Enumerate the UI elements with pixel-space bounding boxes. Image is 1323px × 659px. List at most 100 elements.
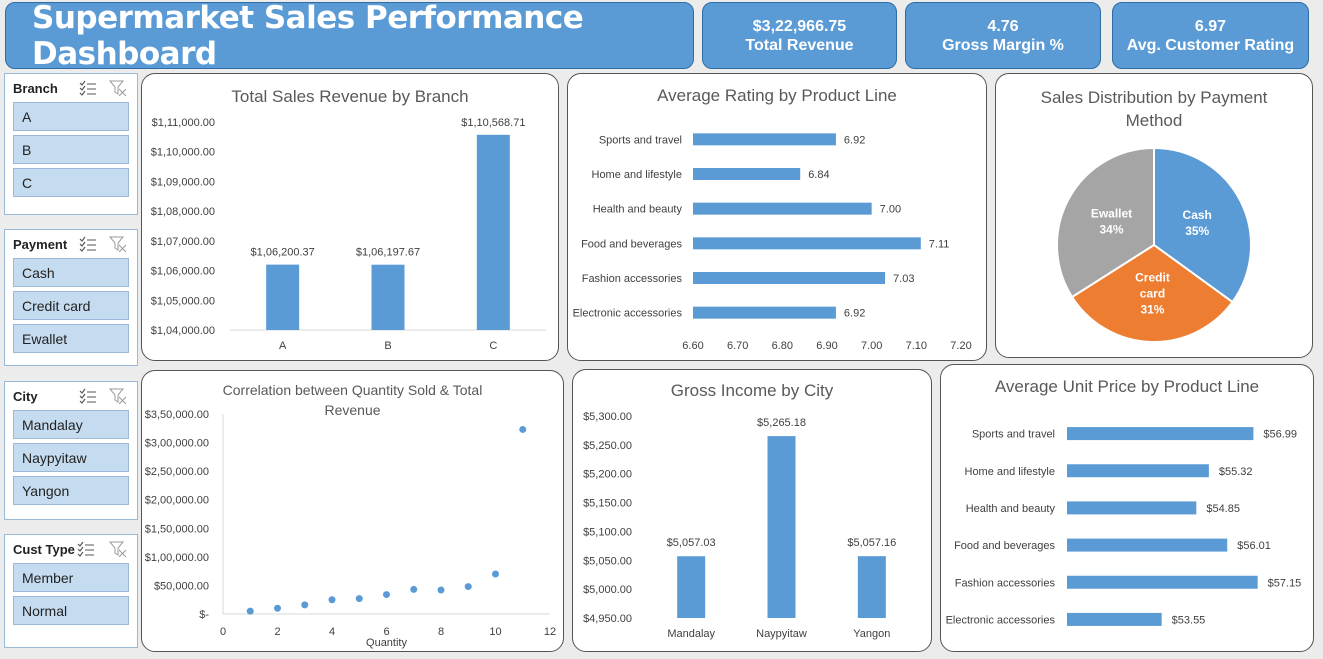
data-label: 6.84: [808, 169, 829, 181]
bar: [1067, 464, 1209, 478]
x-tick-label: 7.00: [861, 340, 882, 352]
y-tick-label: Electronic accessories: [946, 614, 1056, 626]
data-label: $56.01: [1237, 540, 1271, 552]
y-tick-label: $5,000.00: [583, 584, 632, 596]
slicer-item-yangon[interactable]: Yangon: [13, 476, 129, 505]
slicer-item-a[interactable]: A: [13, 102, 129, 131]
y-tick-label: $-: [199, 609, 209, 621]
data-label: 7.00: [880, 204, 901, 216]
y-tick-label: $50,000.00: [154, 580, 209, 592]
chart-title: Average Rating by Product Line: [657, 86, 897, 105]
x-tick-label: 7.20: [950, 340, 971, 352]
bar: [693, 133, 836, 146]
bar: [677, 556, 706, 618]
x-tick-label: 6: [383, 626, 389, 638]
clear-filter-icon[interactable]: [108, 541, 127, 560]
y-tick-label: $5,200.00: [583, 469, 632, 481]
x-tick-label: A: [279, 340, 287, 352]
clear-filter-icon[interactable]: [108, 80, 127, 99]
bar: [1067, 427, 1254, 441]
y-tick-label: $3,50,000.00: [145, 409, 209, 421]
chart-gross-income-city: Gross Income by City $4,950.00 $5,000.00 $…: [572, 369, 932, 652]
y-tick-label: $1,09,000.00: [151, 176, 215, 188]
bar: [1067, 501, 1197, 515]
scatter-point: [410, 585, 418, 593]
pie-slice: [1056, 146, 1155, 299]
bar: [693, 168, 801, 180]
y-tick-label: $1,10,000.00: [151, 147, 215, 159]
pie-slice: [1153, 146, 1252, 304]
clear-filter-icon[interactable]: [108, 388, 127, 407]
data-label: $1,10,568.71: [461, 117, 525, 129]
chart-title: Total Sales Revenue by Branch: [231, 87, 469, 106]
y-tick-label: Health and beauty: [966, 503, 1056, 515]
y-tick-label: $1,07,000.00: [151, 236, 215, 248]
data-label: 6.92: [844, 134, 865, 146]
multi-select-icon[interactable]: [77, 541, 95, 560]
y-tick-label: Fashion accessories: [955, 577, 1056, 589]
data-label: $1,06,197.67: [356, 247, 420, 259]
bar: [767, 436, 796, 618]
slicer-item-normal[interactable]: Normal: [13, 596, 129, 625]
pie-slice: [1070, 243, 1234, 343]
slicer-item-credit-card[interactable]: Credit card: [13, 291, 129, 320]
scatter-point: [246, 607, 254, 615]
y-tick-label: $3,00,000.00: [145, 438, 209, 450]
slicer-item-b[interactable]: B: [13, 135, 129, 164]
multi-select-icon[interactable]: [79, 236, 97, 255]
scatter-point: [328, 596, 336, 604]
x-tick-label: 4: [329, 626, 335, 638]
rating-bar-chart: 6.92 Sports and travel 6.84 Home and lifest…: [573, 133, 972, 352]
y-tick-label: $5,300.00: [583, 411, 632, 423]
data-label: $5,057.16: [847, 537, 896, 549]
bar: [693, 272, 886, 284]
dashboard-title-banner: Supermarket Sales Performance Dashboard: [5, 0, 694, 72]
scatter-point: [492, 570, 499, 578]
kpi-label: Gross Margin %: [942, 36, 1064, 54]
x-tick-label: 7.10: [906, 340, 927, 352]
kpi-total-revenue: $3,22,966.75 Total Revenue: [702, 2, 897, 69]
clear-filter-icon[interactable]: [108, 236, 127, 255]
multi-select-icon[interactable]: [79, 80, 97, 99]
y-tick-label: $4,950.00: [583, 613, 632, 625]
bar: [693, 306, 836, 319]
y-tick-label: Health and beauty: [593, 204, 683, 216]
chart-title: Average Unit Price by Product Line: [994, 377, 1260, 396]
chart-unit-price-product-line: Average Unit Price by Product Line $56.9…: [940, 364, 1314, 652]
data-label: 7.03: [893, 273, 914, 285]
x-tick-label: 10: [489, 626, 501, 638]
bar: [693, 202, 872, 215]
slicer-item-cash[interactable]: Cash: [13, 258, 129, 287]
y-tick-label: Electronic accessories: [573, 308, 683, 320]
data-label: $5,265.18: [757, 417, 806, 429]
slicer-title: Cust Type: [13, 541, 75, 557]
scatter-point: [355, 595, 363, 603]
slicer-item-mandalay[interactable]: Mandalay: [13, 410, 129, 439]
kpi-label: Avg. Customer Rating: [1126, 36, 1295, 54]
x-tick-label: 12: [544, 626, 556, 638]
data-label: $57.15: [1268, 577, 1302, 589]
data-label: $5,057.03: [667, 537, 716, 549]
y-tick-label: $5,100.00: [583, 526, 632, 538]
slicer-item-c[interactable]: C: [13, 168, 129, 197]
slicer-item-ewallet[interactable]: Ewallet: [13, 324, 129, 353]
slicer-title: Payment: [13, 236, 68, 252]
city-bar-chart: $4,950.00 $5,000.00 $5,050.00 $5,100.00 $5,1…: [583, 411, 896, 640]
bar: [1067, 575, 1258, 589]
slicer-title: City: [13, 388, 38, 404]
slice-label: Cash: [1183, 208, 1212, 222]
slicer-title: Branch: [13, 80, 58, 96]
data-label: 7.11: [929, 238, 950, 250]
y-tick-label: $2,50,000.00: [145, 466, 209, 478]
slice-label: 31%: [1140, 302, 1164, 316]
data-label: $54.85: [1206, 503, 1240, 515]
x-tick-label: 6.70: [727, 340, 748, 352]
slicer-branch: Branch A B C: [4, 73, 138, 215]
chart-title: Correlation between Quantity Sold & Tota…: [222, 382, 483, 418]
slicer-item-member[interactable]: Member: [13, 563, 129, 592]
slicer-item-naypyitaw[interactable]: Naypyitaw: [13, 443, 129, 472]
scatter-point: [519, 425, 527, 433]
kpi-label: Total Revenue: [745, 36, 854, 54]
scatter-point: [301, 601, 309, 609]
multi-select-icon[interactable]: [79, 388, 97, 407]
